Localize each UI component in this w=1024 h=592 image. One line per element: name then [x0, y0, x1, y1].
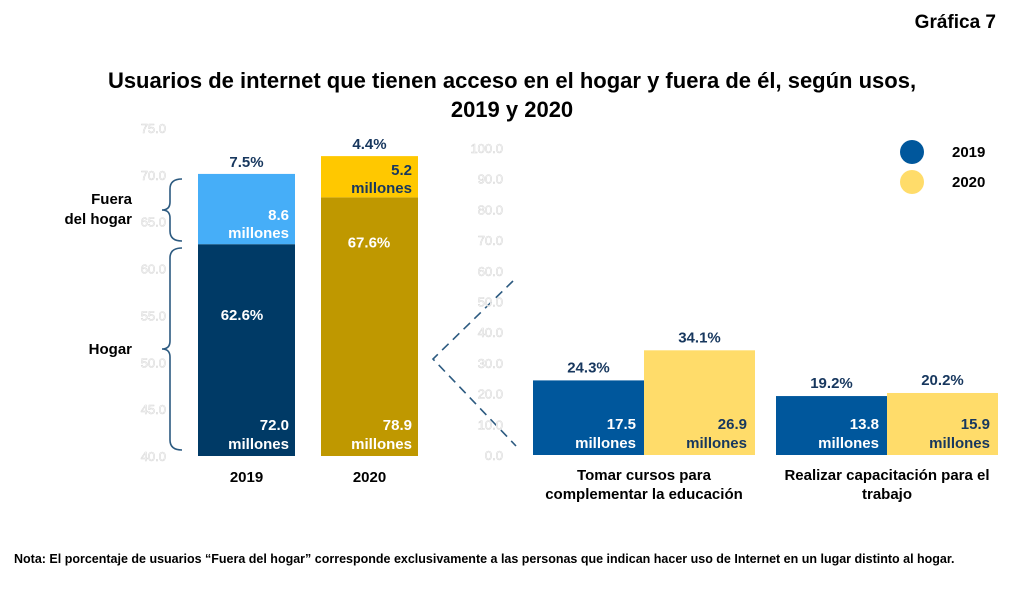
legend-item-2019: 2019 — [900, 137, 985, 167]
right-y-tick-5: 50.0 — [478, 295, 503, 310]
left-y-tick-7: 75.0 — [141, 121, 166, 136]
label-hogar-pct-2020: 67.6% — [348, 234, 391, 251]
label-pct-2020-cat1: 20.2% — [921, 372, 964, 389]
right-y-tick-4: 40.0 — [478, 325, 503, 340]
x-label-cat0-line1: Tomar cursos para — [577, 467, 712, 484]
label-unit-2020-cat1: millones — [929, 435, 990, 452]
label-hogar-count-2020: 78.9 — [383, 417, 412, 434]
legend-swatch-2020 — [900, 170, 924, 194]
x-label-cat0-line2: complementar la educación — [545, 486, 743, 503]
label-count-2019-cat1: 13.8 — [850, 416, 879, 433]
label-hogar-unit-2020: millones — [351, 436, 412, 453]
bar-2019-cat1 — [776, 396, 887, 455]
bar-fuera-2019 — [198, 173, 295, 245]
label-fuera-count-2019: 8.6 — [268, 207, 289, 224]
bar-fuera-2020 — [321, 156, 418, 198]
label-pct-2019-cat1: 19.2% — [810, 375, 853, 392]
x-label-cat1-line1: Realizar capacitación para el — [784, 467, 989, 484]
x-label-2020: 2020 — [353, 469, 386, 486]
right-y-tick-8: 80.0 — [478, 202, 503, 217]
bracket-label-hogar: Hogar — [89, 341, 133, 358]
x-label-2019: 2019 — [230, 469, 263, 486]
right-y-tick-6: 60.0 — [478, 264, 503, 279]
title-line-1: Usuarios de internet que tienen acceso e… — [107, 68, 917, 93]
label-fuera-pct-2019: 7.5% — [229, 154, 263, 171]
label-unit-2019-cat0: millones — [575, 435, 636, 452]
left-y-tick-3: 55.0 — [141, 308, 166, 323]
bracket-label-fuera-line1: Fuera — [91, 191, 133, 208]
label-fuera-unit-2019: millones — [228, 225, 289, 242]
label-hogar-unit-2019: millones — [228, 436, 289, 453]
label-fuera-count-2020: 5.2 — [391, 162, 412, 179]
legend-swatch-2019 — [900, 140, 924, 164]
label-count-2020-cat0: 26.9 — [718, 416, 747, 433]
bar-2019-cat0 — [533, 380, 644, 455]
chart-title: Usuarios de internet que tienen acceso e… — [0, 66, 1024, 124]
figure-label: Gráfica 7 — [914, 12, 996, 33]
right-y-tick-9: 90.0 — [478, 172, 503, 187]
label-count-2020-cat1: 15.9 — [961, 416, 990, 433]
label-pct-2019-cat0: 24.3% — [567, 359, 610, 376]
label-count-2019-cat0: 17.5 — [607, 416, 636, 433]
label-hogar-count-2019: 72.0 — [260, 417, 289, 434]
left-y-tick-1: 45.0 — [141, 402, 166, 417]
right-y-tick-7: 70.0 — [478, 233, 503, 248]
label-unit-2020-cat0: millones — [686, 435, 747, 452]
label-pct-2020-cat0: 34.1% — [678, 329, 721, 346]
label-unit-2019-cat1: millones — [818, 435, 879, 452]
right-y-tick-1: 10.0 — [478, 417, 503, 432]
bar-2020-cat1 — [887, 392, 998, 455]
title-line-2: 2019 y 2020 — [450, 97, 574, 122]
left-y-tick-6: 70.0 — [141, 168, 166, 183]
right-y-tick-10: 100.0 — [470, 141, 503, 156]
bracket-fuera — [161, 178, 183, 242]
bracket-hogar — [161, 247, 183, 451]
label-hogar-pct-2019: 62.6% — [221, 307, 264, 324]
x-label-cat1-line2: trabajo — [862, 486, 912, 503]
bracket-label-fuera-line2: del hogar — [64, 211, 132, 228]
label-fuera-unit-2020: millones — [351, 180, 412, 197]
bar-hogar-2019 — [198, 244, 295, 456]
label-fuera-pct-2020: 4.4% — [352, 136, 386, 153]
legend: 2019 2020 — [900, 137, 985, 197]
bar-2020-cat0 — [644, 350, 755, 455]
footnote: Nota: El porcentaje de usuarios “Fuera d… — [14, 552, 955, 566]
right-y-tick-3: 30.0 — [478, 356, 503, 371]
legend-label-2019: 2019 — [952, 143, 986, 161]
left-y-tick-2: 50.0 — [141, 355, 166, 370]
right-y-tick-0: 0.0 — [485, 448, 503, 463]
legend-label-2020: 2020 — [952, 173, 986, 191]
legend-item-2020: 2020 — [900, 167, 985, 197]
left-y-tick-0: 40.0 — [141, 449, 166, 464]
dashed-connector — [431, 280, 517, 447]
right-y-tick-2: 20.0 — [478, 387, 503, 402]
bar-hogar-2020 — [321, 197, 418, 456]
left-y-tick-4: 60.0 — [141, 262, 166, 277]
left-y-tick-5: 65.0 — [141, 215, 166, 230]
